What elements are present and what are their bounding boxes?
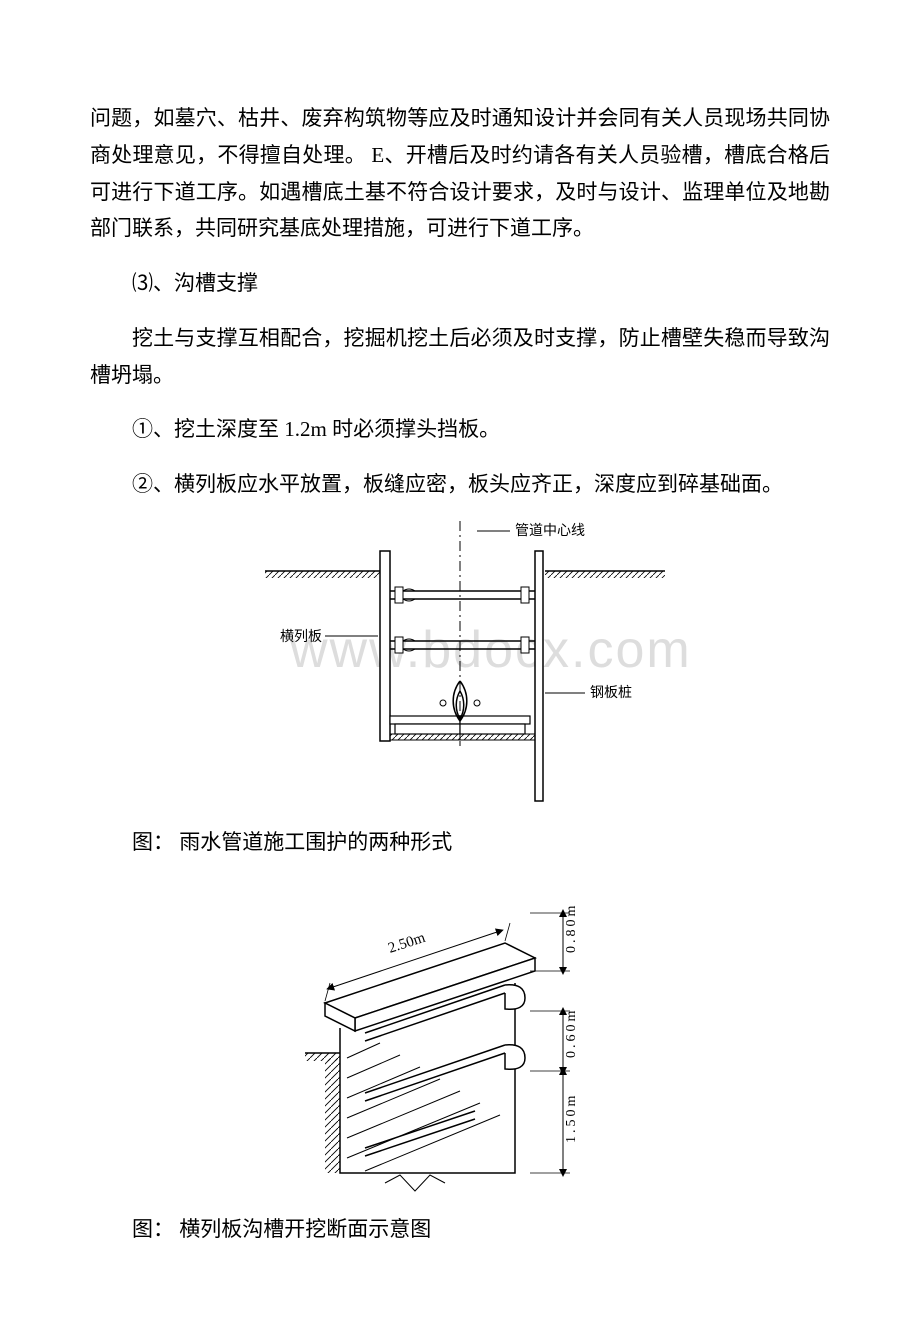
paragraph-3: 挖土与支撑互相配合，挖掘机挖土后必须及时支撑，防止槽壁失稳而导致沟槽坍塌。 xyxy=(90,320,830,394)
fig1-strut-1 xyxy=(390,587,460,603)
figure-1-caption: 图： 雨水管道施工围护的两种形式 xyxy=(90,824,830,861)
figure-2-svg: 2.50m xyxy=(275,883,645,1193)
figure-1-svg: 管道中心线 xyxy=(245,521,675,806)
fig1-strut-2 xyxy=(390,637,460,653)
fig2-dim-h2: 0.60m xyxy=(564,1007,579,1057)
fig2-strut-bot xyxy=(365,1111,475,1156)
figure-2-caption: 图： 横列板沟槽开挖断面示意图 xyxy=(90,1211,830,1248)
paragraph-4: ①、挖土深度至 1.2m 时必须撑头挡板。 xyxy=(90,411,830,448)
fig2-dim-top: 2.50m xyxy=(386,929,427,956)
fig1-label-centerline: 管道中心线 xyxy=(515,523,585,539)
fig2-dim-h3: 0.80m xyxy=(564,902,579,952)
figure-2-wrap: 2.50m xyxy=(90,883,830,1193)
figure-1-wrap: 管道中心线 xyxy=(90,521,830,806)
fig2-dim-h1: 1.50m xyxy=(564,1092,579,1142)
paragraph-5: ②、横列板应水平放置，板缝应密，板头应齐正，深度应到碎基础面。 xyxy=(90,466,830,503)
paragraph-1: 问题，如墓穴、枯井、废弃构筑物等应及时通知设计并会同有关人员现场共同协商处理意见… xyxy=(90,100,830,247)
fig2-strut-mid xyxy=(365,1044,525,1100)
fig1-label-gangbanzhuang: 钢板桩 xyxy=(590,684,632,701)
paragraph-2: ⑶、沟槽支撑 xyxy=(90,265,830,302)
fig1-label-henglieban: 横列板 xyxy=(280,629,322,645)
